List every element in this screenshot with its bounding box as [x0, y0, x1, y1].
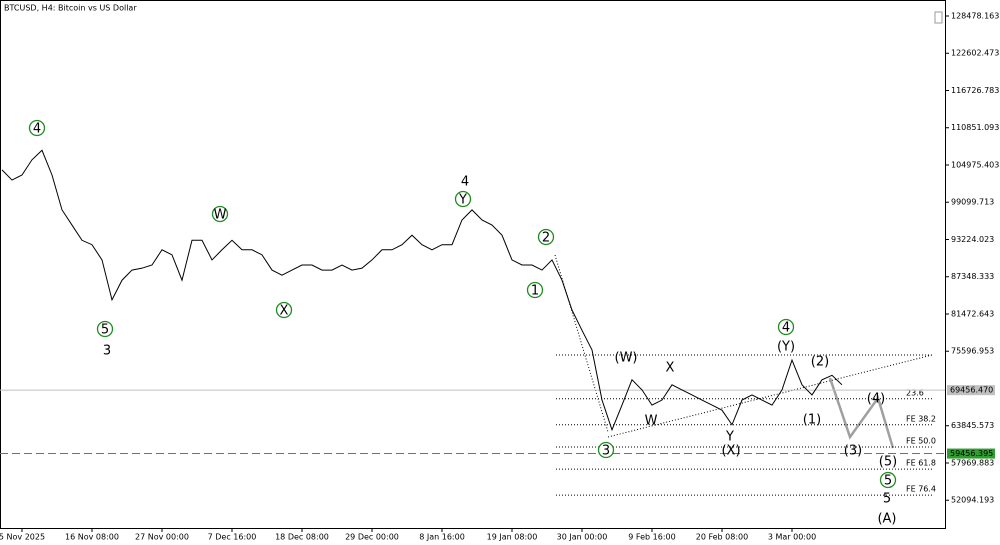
wave-label: W: [645, 414, 658, 429]
wave-label: 1: [531, 284, 539, 299]
fib-label: FE 50.0: [906, 436, 936, 445]
wave-label: (3): [844, 444, 862, 459]
x-tick-label: 19 Jan 08:00: [487, 533, 538, 542]
wave-circle: [275, 301, 293, 319]
scroll-button[interactable]: [934, 11, 943, 24]
wave-circle: [454, 190, 472, 208]
y-tick-label: 104975.403: [951, 160, 999, 169]
wave-label: (2): [811, 355, 829, 370]
wave-label: (X): [721, 444, 740, 459]
wave-circle: [537, 228, 555, 246]
y-tick-label: 52094.193: [951, 496, 994, 505]
wave-label: 5: [884, 474, 892, 489]
fib-label: 23.6: [906, 388, 924, 397]
price-tag: [947, 448, 995, 459]
wave-label: 3: [602, 444, 610, 459]
wave-circle: [96, 320, 114, 338]
x-tick-label: 8 Jan 16:00: [419, 533, 465, 542]
fib-label: FE 38.2: [906, 414, 936, 423]
wave-circle: [526, 281, 544, 299]
y-tick-label: 63845.573: [951, 421, 994, 430]
wave-label: (A): [877, 512, 896, 527]
wave-label: 5: [883, 492, 891, 507]
wave-label: (4): [867, 392, 885, 407]
y-tick-label: 75596.953: [951, 347, 994, 356]
wave-label: (1): [803, 413, 821, 428]
wave-label: 4: [782, 321, 790, 336]
x-tick-label: 3 Mar 00:00: [768, 533, 816, 542]
y-tick-label: 87348.333: [951, 272, 994, 281]
wave-label: 4: [33, 122, 41, 137]
wave-label: 2: [542, 231, 550, 246]
chart-title: BTCUSD, H4: Bitcoin vs US Dollar: [4, 4, 137, 13]
fib-label: FE 76.4: [906, 485, 936, 494]
wave-label: Y: [458, 193, 467, 208]
price-tag: [947, 385, 995, 396]
x-tick-label: 30 Jan 00:00: [557, 533, 608, 542]
x-tick-label: 27 Nov 00:00: [135, 533, 189, 542]
x-tick-label: 7 Dec 16:00: [208, 533, 257, 542]
fib-label: FE 61.8: [906, 459, 936, 468]
y-tick-label: 57969.883: [951, 458, 994, 467]
wave-circle: [879, 471, 897, 489]
y-tick-label: 99099.713: [951, 198, 994, 207]
wave-label: 4: [461, 175, 469, 190]
x-tick-label: 5 Nov 2025: [0, 533, 45, 542]
price-tag-label: 69456.470: [950, 386, 993, 395]
wave-label: X: [280, 304, 289, 319]
x-tick-label: 18 Dec 08:00: [275, 533, 329, 542]
x-tick-label: 9 Feb 16:00: [628, 533, 675, 542]
price-tag-label: 59456.395: [950, 449, 993, 458]
y-tick-label: 122602.473: [951, 49, 999, 58]
price-line-series: [1, 149, 843, 432]
plot-frame: [0, 0, 946, 529]
x-tick-label: 29 Dec 00:00: [345, 533, 399, 542]
y-tick-label: 93224.023: [951, 235, 994, 244]
projection-path: [828, 377, 895, 449]
wave-label: (Y): [777, 340, 795, 355]
wave-label: 3: [103, 344, 111, 359]
y-tick-label: 116726.783: [951, 86, 999, 95]
wave-label: W: [214, 208, 227, 223]
wave-circle: [28, 119, 46, 137]
x-tick-label: 16 Nov 08:00: [65, 533, 119, 542]
wave-circle: [211, 205, 229, 223]
wave-circle: [597, 441, 615, 459]
wave-label: (W): [615, 351, 638, 366]
wave-label: (5): [879, 455, 897, 470]
wave-label: Y: [725, 430, 734, 445]
y-tick-label: 128478.163: [951, 11, 999, 20]
wave-circle: [777, 318, 795, 336]
y-tick-label: 81472.643: [951, 309, 994, 318]
y-tick-label: 110851.093: [951, 123, 999, 132]
wave-label: X: [666, 361, 675, 376]
x-tick-label: 20 Feb 08:00: [696, 533, 748, 542]
wave-label: 5: [101, 323, 109, 338]
